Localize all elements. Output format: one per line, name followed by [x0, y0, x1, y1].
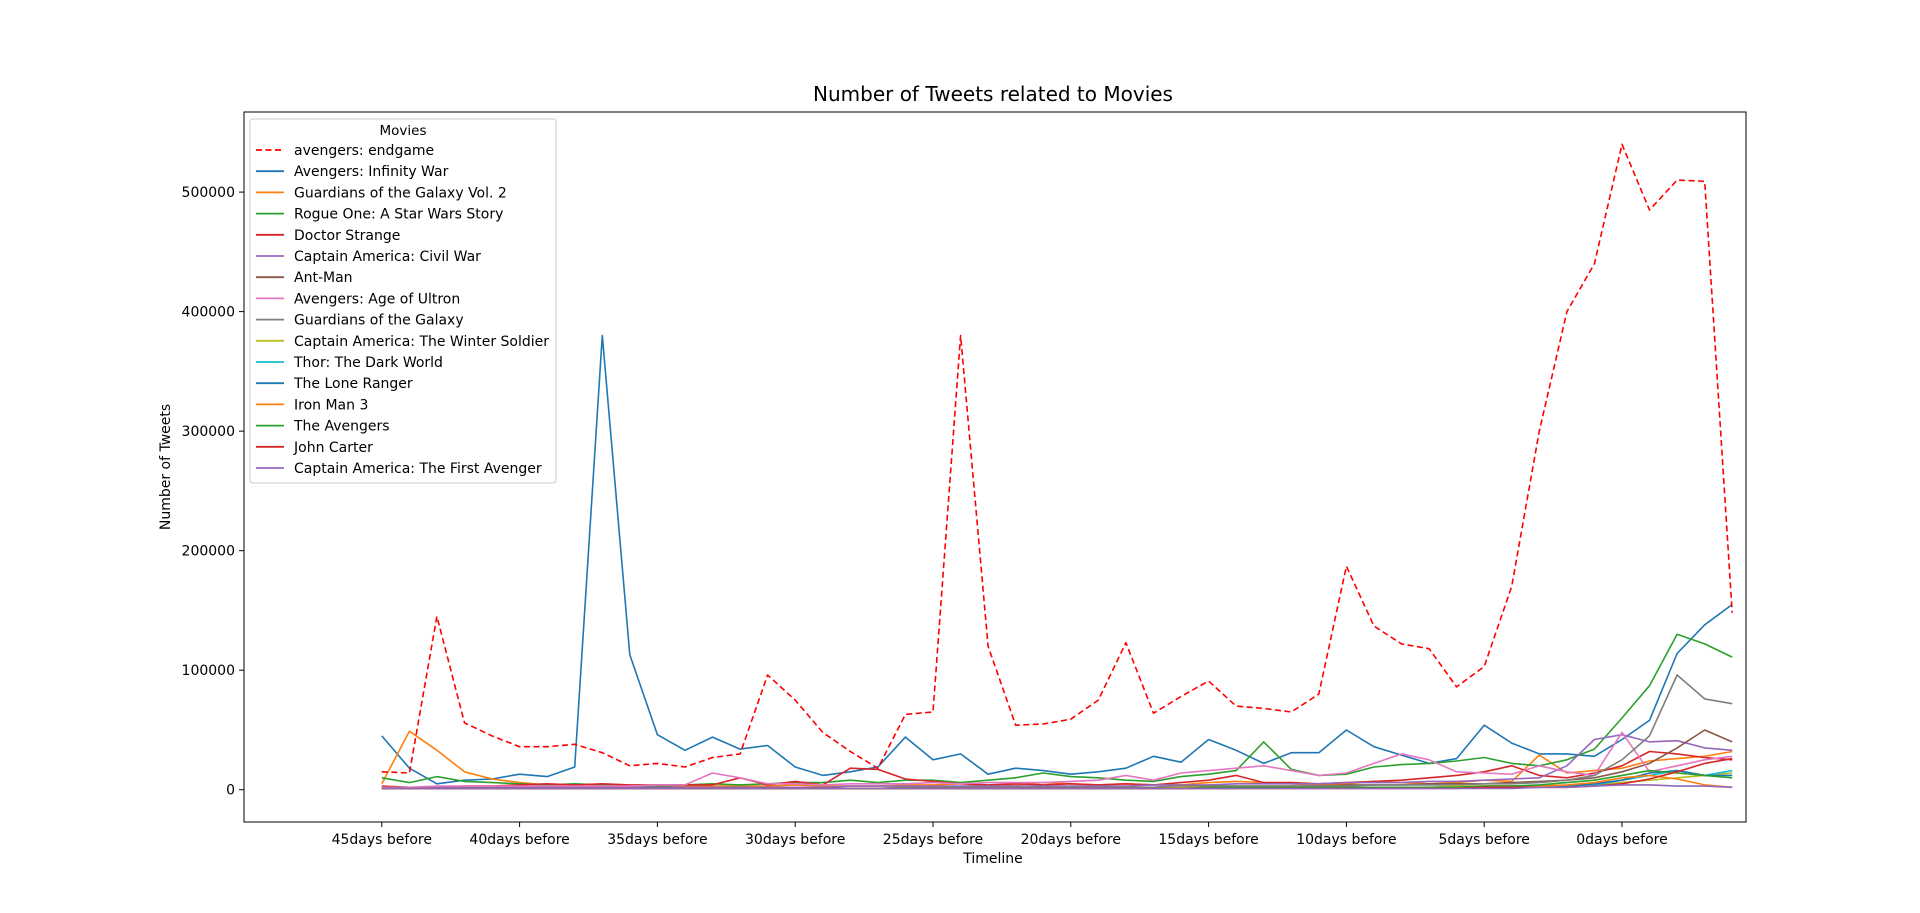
- y-tick-label: 0: [226, 783, 235, 799]
- series-line-avengers-endgame: [381, 143, 1733, 774]
- chart-title: Number of Tweets related to Movies: [813, 82, 1173, 106]
- legend-entries: avengers: endgame Avengers: Infinity War G…: [256, 143, 549, 477]
- legend-label-avengers-endgame: avengers: endgame: [294, 143, 434, 159]
- legend-label-the-lone-ranger: The Lone Ranger: [293, 376, 413, 392]
- x-axis-label: Timeline: [962, 851, 1023, 867]
- legend-label-the-avengers: The Avengers: [293, 419, 390, 435]
- y-tick-label: 500000: [182, 185, 235, 201]
- series-line-avengers-age-of-ultron: [381, 731, 1733, 789]
- x-tick-label: 5days before: [1438, 832, 1529, 848]
- legend-label-ant-man: Ant-Man: [294, 270, 353, 286]
- x-tick-label: 0days before: [1576, 832, 1667, 848]
- legend-label-rogue-one-a-star-wars-story: Rogue One: A Star Wars Story: [294, 207, 503, 223]
- x-tick-label: 10days before: [1296, 832, 1396, 848]
- legend-label-guardians-of-the-galaxy: Guardians of the Galaxy: [294, 313, 464, 329]
- series-line-rogue-one-a-star-wars-story: [381, 633, 1733, 787]
- x-tick-label: 15days before: [1158, 832, 1258, 848]
- legend: Movies avengers: endgame Avengers: Infini…: [249, 118, 557, 484]
- legend-label-john-carter: John Carter: [293, 440, 373, 456]
- series-lines: [381, 143, 1733, 790]
- legend-label-avengers-age-of-ultron: Avengers: Age of Ultron: [294, 291, 460, 307]
- x-tick-label: 45days before: [332, 832, 432, 848]
- legend-label-iron-man-3: Iron Man 3: [294, 397, 368, 413]
- legend-title: Movies: [380, 123, 427, 139]
- x-tick-label: 40days before: [469, 832, 569, 848]
- series-line-captain-america-the-first-avenger: [381, 784, 1733, 790]
- plot-area: [243, 111, 1747, 823]
- y-tick-label: 300000: [182, 424, 235, 440]
- legend-label-captain-america-the-first-avenger: Captain America: The First Avenger: [294, 461, 542, 477]
- x-tick-label: 30days before: [745, 832, 845, 848]
- y-tick-label: 200000: [182, 544, 235, 560]
- legend-label-doctor-strange: Doctor Strange: [294, 228, 400, 244]
- legend-label-avengers-infinity-war: Avengers: Infinity War: [294, 164, 449, 180]
- x-tick-label: 20days before: [1021, 832, 1121, 848]
- series-line-avengers-infinity-war: [381, 334, 1733, 785]
- x-tick-label: 25days before: [883, 832, 983, 848]
- x-tick-label: 35days before: [607, 832, 707, 848]
- y-tick-label: 100000: [182, 663, 235, 679]
- legend-label-thor-the-dark-world: Thor: The Dark World: [293, 355, 443, 371]
- legend-label-captain-america-the-winter-soldier: Captain America: The Winter Soldier: [294, 334, 549, 350]
- axes-frame: [243, 111, 1747, 823]
- series-line-doctor-strange: [381, 750, 1733, 789]
- legend-label-guardians-of-the-galaxy-vol-2: Guardians of the Galaxy Vol. 2: [294, 185, 507, 201]
- y-axis: 0 100000 200000 300000 400000 500000: [182, 185, 244, 799]
- y-tick-label: 400000: [182, 305, 235, 321]
- legend-box: [249, 118, 557, 484]
- series-line-captain-america-civil-war: [381, 733, 1733, 789]
- legend-label-captain-america-civil-war: Captain America: Civil War: [294, 249, 481, 265]
- y-axis-label: Number of Tweets: [158, 404, 174, 530]
- x-axis: 45days before 40days before 35days before 3…: [332, 822, 1668, 848]
